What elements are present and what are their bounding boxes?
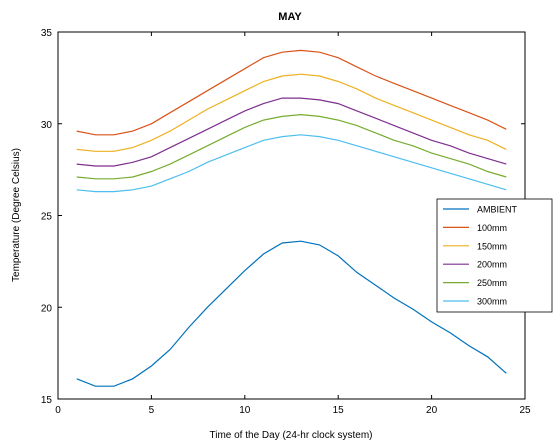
y-tick-label: 30 [41, 120, 53, 131]
legend-label: 100mm [477, 223, 507, 233]
x-tick-label: 15 [333, 405, 345, 416]
legend: AMBIENT 100mm 150mm 200mm 250mm 300mm [436, 198, 553, 313]
y-axis-label: Temperature (Degree Celsius) [11, 148, 22, 282]
x-axis-label: Time of the Day (24-hr clock system) [209, 430, 372, 441]
x-tick-label: 25 [519, 405, 531, 416]
chart-title: MAY [278, 11, 302, 23]
series-lines [76, 49, 507, 387]
y-tick-label: 20 [41, 303, 53, 314]
y-tick-label: 15 [41, 395, 53, 406]
x-tick-label: 20 [426, 405, 438, 416]
x-tick-label: 5 [149, 405, 155, 416]
legend-label: 150mm [477, 241, 507, 251]
x-tick-label: 0 [55, 405, 61, 416]
y-tick-label: 35 [41, 28, 53, 39]
x-tick-label: 10 [239, 405, 251, 416]
series-line-ambient [76, 240, 507, 387]
series-line-300mm [76, 134, 507, 193]
series-line-150mm [76, 73, 507, 152]
legend-label: 200mm [477, 260, 507, 270]
y-tick-label: 25 [41, 212, 53, 223]
legend-label: 300mm [477, 297, 507, 307]
series-line-250mm [76, 113, 507, 180]
series-line-200mm [76, 97, 507, 167]
axis-ticks: 0 5 10 15 20 25 15 20 25 30 35 [41, 28, 531, 416]
legend-box [436, 198, 553, 313]
legend-label: 250mm [477, 278, 507, 288]
legend-label: AMBIENT [477, 205, 518, 215]
series-line-100mm [76, 49, 507, 136]
